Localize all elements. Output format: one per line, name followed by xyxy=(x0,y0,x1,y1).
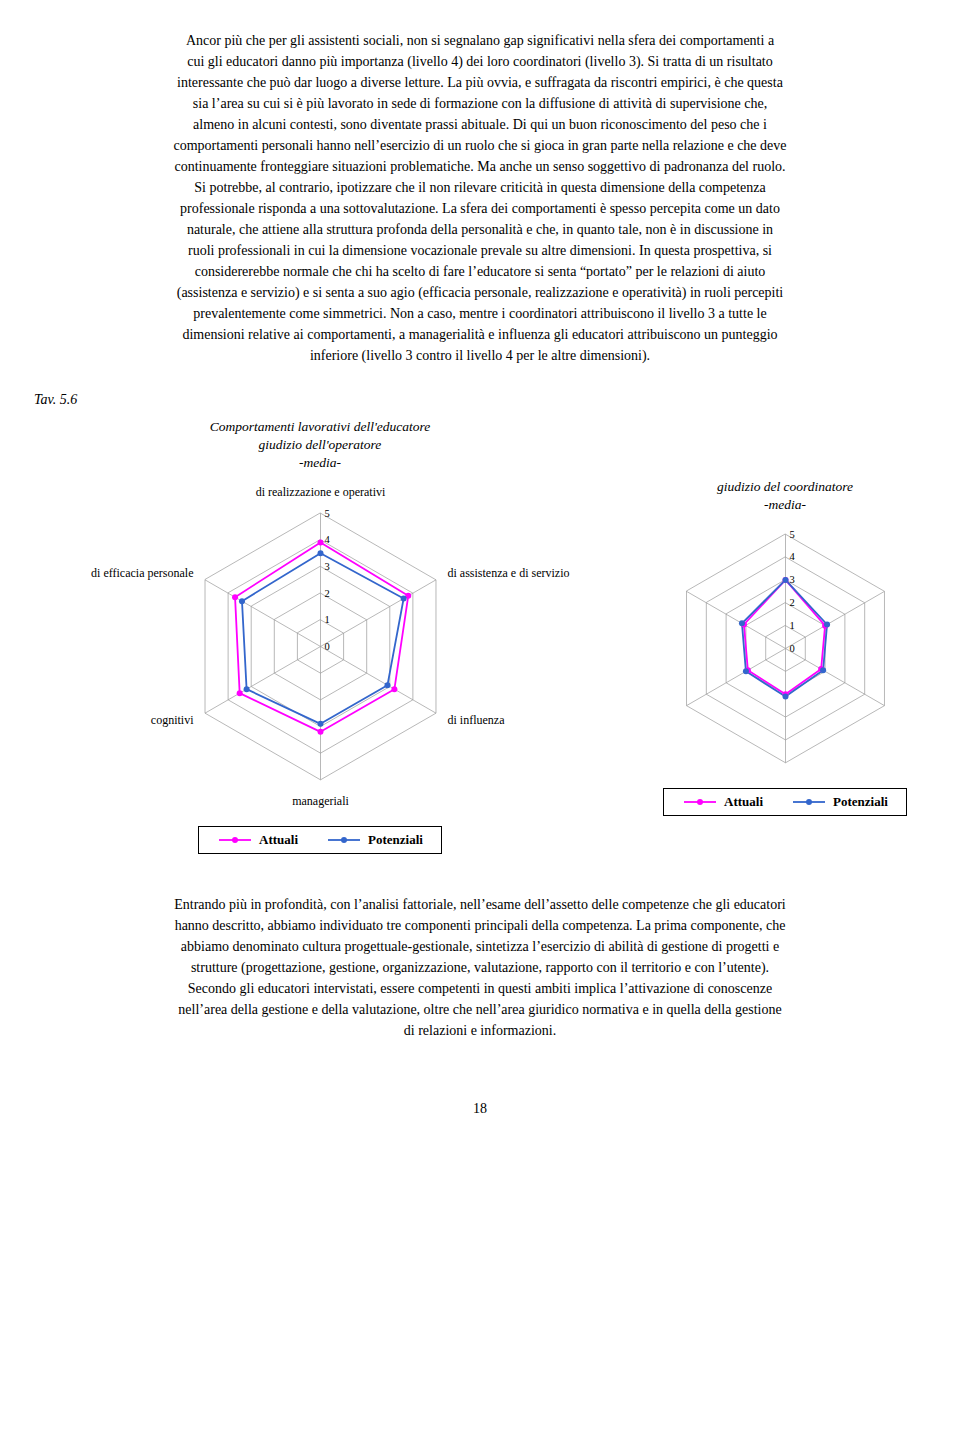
html-text:18: 18 xyxy=(473,1101,487,1116)
svg-text:di assistenza e di servizio: di assistenza e di servizio xyxy=(448,566,570,580)
html-text:Attuali: Attuali xyxy=(724,794,763,809)
html-text:di relazioni e informazioni.: di relazioni e informazioni. xyxy=(403,1023,557,1038)
svg-text:cognitivi: cognitivi xyxy=(151,713,194,727)
html-text:Potenziali: Potenziali xyxy=(833,794,888,809)
html-text:Secondo gli educatori intervis: Secondo gli educatori intervistati, esse… xyxy=(187,981,773,996)
svg-text:di influenza: di influenza xyxy=(448,713,506,727)
svg-text:2: 2 xyxy=(325,588,330,599)
html-text:nell’area della gestione e del: nell’area della gestione e della valutaz… xyxy=(178,1002,782,1017)
svg-text:3: 3 xyxy=(325,561,330,572)
html-text:-media-: -media- xyxy=(764,497,806,512)
svg-text:0: 0 xyxy=(790,643,795,654)
svg-text:3: 3 xyxy=(790,574,795,585)
svg-text:1: 1 xyxy=(790,620,795,631)
html-text:Potenziali: Potenziali xyxy=(368,832,423,847)
html-text:strutture (progettazione, gest: strutture (progettazione, gestione, orga… xyxy=(190,960,770,975)
html-text:prevalentemente come simmetric: prevalentemente come simmetrici. Non a c… xyxy=(193,306,767,321)
html-text:(assistenza e servizio) e si s: (assistenza e servizio) e si senta a suo… xyxy=(176,285,784,300)
html-text:interessante che può dar luogo: interessante che può dar luogo a diverse… xyxy=(177,75,783,90)
html-text:Entrando più in profondità, co: Entrando più in profondità, con l’analis… xyxy=(174,897,786,912)
svg-text:5: 5 xyxy=(790,529,795,540)
html-text:naturale, che attiene alla str: naturale, che attiene alla struttura pro… xyxy=(186,222,774,237)
html-text:Comportamenti lavorativi dell': Comportamenti lavorativi dell'educatore xyxy=(209,419,431,434)
svg-text:di efficacia personale: di efficacia personale xyxy=(91,566,193,580)
html-text:cui gli educatori danno più im: cui gli educatori danno più importanza (… xyxy=(187,54,773,69)
svg-text:di realizzazione e operativi: di realizzazione e operativi xyxy=(256,485,386,499)
html-text:Tav. 5.6: Tav. 5.6 xyxy=(34,392,78,407)
html-text:ruoli professionali in cui la: ruoli professionali in cui la dimensione… xyxy=(188,243,772,258)
svg-text:4: 4 xyxy=(325,534,331,545)
svg-text:0: 0 xyxy=(325,641,330,652)
html-text:hanno descritto, abbiamo indiv: hanno descritto, abbiamo individuato tre… xyxy=(174,918,786,933)
svg-text:1: 1 xyxy=(325,614,330,625)
svg-text:2: 2 xyxy=(790,597,795,608)
svg-text:5: 5 xyxy=(325,508,330,519)
html-text:almeno in alcuni contesti, son: almeno in alcuni contesti, sono diventat… xyxy=(193,117,767,132)
html-text:dimensioni relative ai comport: dimensioni relative ai comportamenti, a … xyxy=(182,327,778,342)
html-text:giudizio dell'operatore: giudizio dell'operatore xyxy=(258,437,382,452)
html-text:sia l’area su cui si è più lav: sia l’area su cui si è più lavorato in s… xyxy=(192,96,768,111)
html-text:considererebbe normale che chi: considererebbe normale che chi ha scelto… xyxy=(194,264,766,279)
html-text:Si potrebbe, al contrario, ipo: Si potrebbe, al contrario, ipotizzare ch… xyxy=(194,180,766,195)
html-text:professionale risponda a una s: professionale risponda a una sottovaluta… xyxy=(180,201,780,216)
html-text:abbiamo denominato cultura pro: abbiamo denominato cultura progettuale-g… xyxy=(180,939,780,954)
svg-text:4: 4 xyxy=(790,551,796,562)
html-text:-media-: -media- xyxy=(299,455,341,470)
html-text:comportamenti personali hanno: comportamenti personali hanno nell’eserc… xyxy=(173,138,787,153)
html-text:continuamente fronteggiare sit: continuamente fronteggiare situazioni pr… xyxy=(174,159,786,174)
html-text:Attuali: Attuali xyxy=(259,832,298,847)
svg-text:manageriali: manageriali xyxy=(292,794,349,808)
html-text:Ancor più che per gli assisten: Ancor più che per gli assistenti sociali… xyxy=(185,33,775,48)
html-text:inferiore (livello 3 contro il: inferiore (livello 3 contro il livello 4… xyxy=(309,348,651,363)
html-text:giudizio del coordinatore: giudizio del coordinatore xyxy=(716,479,854,494)
